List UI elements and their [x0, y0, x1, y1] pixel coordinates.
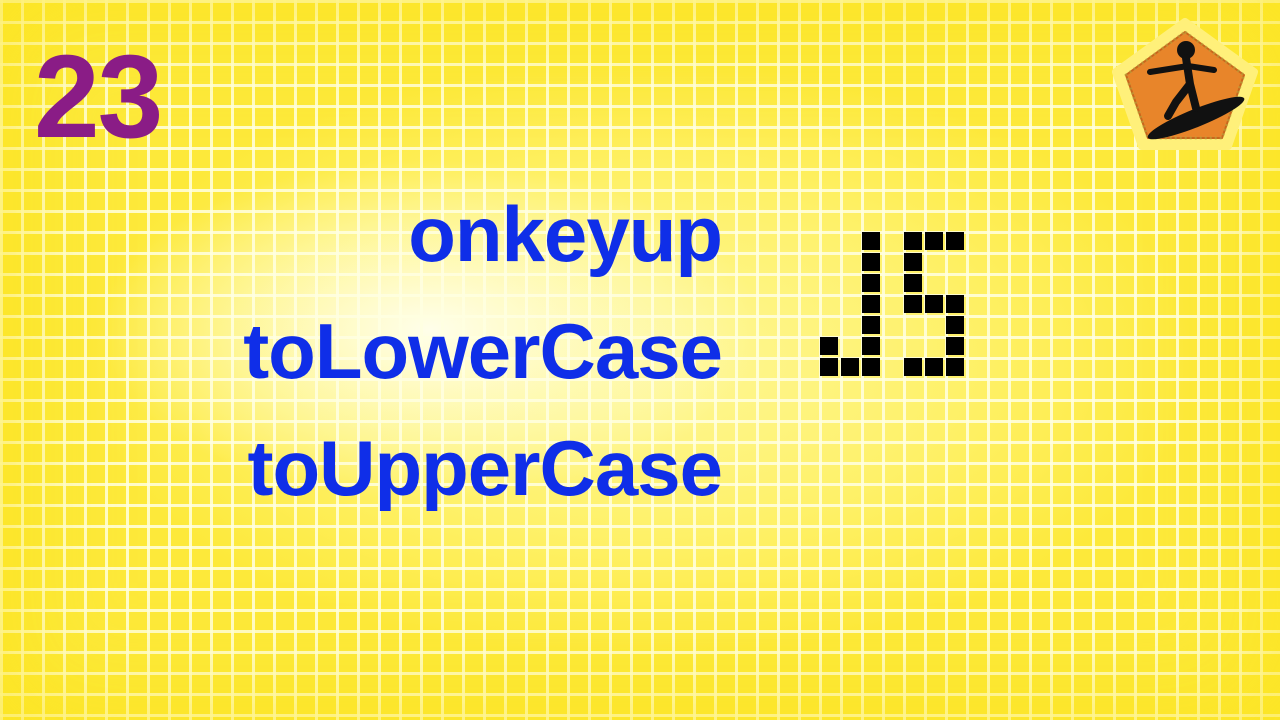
js-logo-pixel: [904, 232, 922, 250]
js-logo-pixel: [841, 358, 859, 376]
topic-list: onkeyup toLowerCase toUpperCase: [243, 176, 723, 527]
pixel-js-logo-icon: [820, 232, 964, 376]
js-logo-pixel: [946, 232, 964, 250]
js-logo-pixel: [946, 316, 964, 334]
js-logo-pixel: [862, 295, 880, 313]
js-logo-pixel: [904, 295, 922, 313]
js-logo-pixel: [862, 274, 880, 292]
js-logo-pixel: [904, 358, 922, 376]
js-logo-pixel: [925, 232, 943, 250]
js-logo-pixel: [904, 274, 922, 292]
js-logo-pixel: [904, 253, 922, 271]
js-logo-pixel: [925, 295, 943, 313]
surfer-badge-icon: [1112, 18, 1258, 150]
episode-number: 23: [34, 31, 163, 163]
js-logo-pixel: [820, 337, 838, 355]
js-logo-pixel: [862, 337, 880, 355]
js-logo-pixel: [925, 358, 943, 376]
js-logo-pixel: [946, 337, 964, 355]
topic-tolowercase: toLowerCase: [243, 307, 723, 395]
topic-onkeyup: onkeyup: [408, 190, 723, 278]
js-logo-pixel: [862, 358, 880, 376]
js-logo-pixel: [946, 295, 964, 313]
js-logo-pixels: [820, 232, 964, 376]
js-logo-pixel: [862, 232, 880, 250]
js-logo-pixel: [946, 358, 964, 376]
js-logo-pixel: [820, 358, 838, 376]
topic-touppercase: toUpperCase: [247, 424, 723, 512]
js-logo-pixel: [862, 253, 880, 271]
js-logo-pixel: [862, 316, 880, 334]
